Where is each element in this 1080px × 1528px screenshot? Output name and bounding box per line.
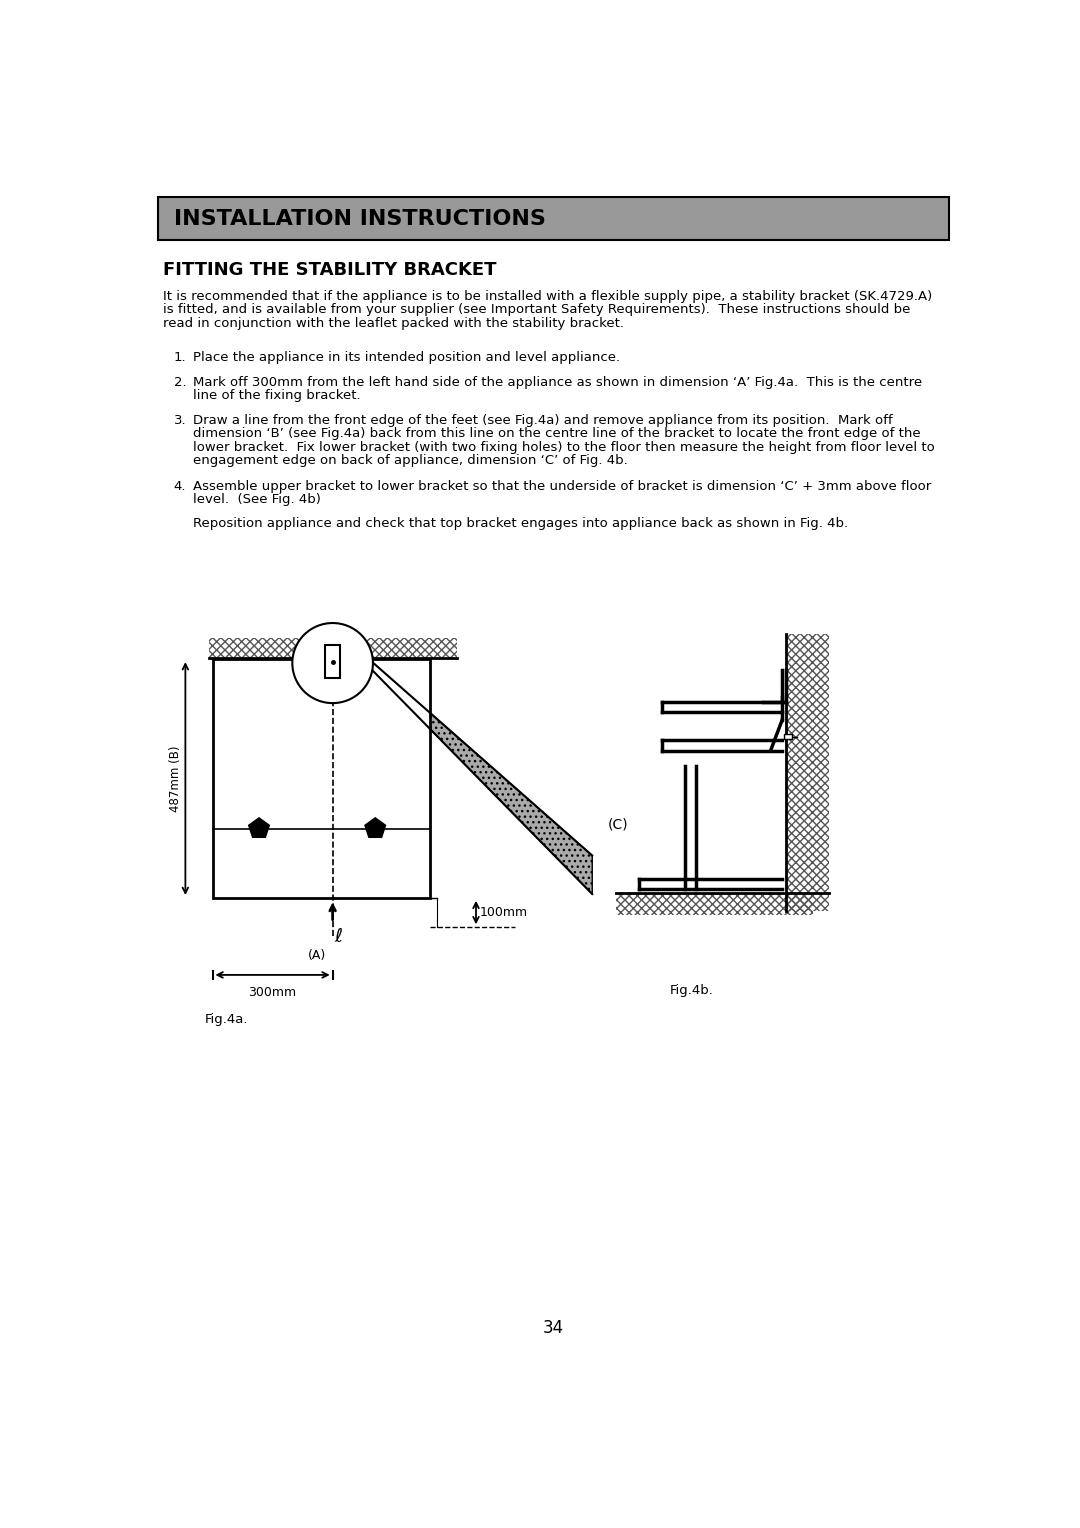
Bar — [159, 197, 948, 240]
Text: 300mm: 300mm — [248, 986, 297, 999]
Text: 1.: 1. — [174, 351, 187, 364]
Bar — [784, 733, 793, 740]
Text: Assemble upper bracket to lower bracket so that the underside of bracket is dime: Assemble upper bracket to lower bracket … — [193, 480, 931, 494]
Text: dimension ‘B’ (see Fig.4a) back from this line on the centre line of the bracket: dimension ‘B’ (see Fig.4a) back from thi… — [193, 428, 921, 440]
Polygon shape — [369, 659, 592, 894]
Text: (C): (C) — [608, 817, 629, 831]
Text: (A): (A) — [308, 949, 326, 963]
Text: Mark off 300mm from the left hand side of the appliance as shown in dimension ‘A: Mark off 300mm from the left hand side o… — [193, 376, 922, 388]
Text: Fig.4b.: Fig.4b. — [670, 984, 714, 998]
Text: It is recommended that if the appliance is to be installed with a flexible suppl: It is recommended that if the appliance … — [163, 290, 932, 303]
Text: level.  (See Fig. 4b): level. (See Fig. 4b) — [193, 494, 321, 506]
Text: 34: 34 — [543, 1319, 564, 1337]
Text: Reposition appliance and check that top bracket engages into appliance back as s: Reposition appliance and check that top … — [193, 516, 848, 530]
Text: engagement edge on back of appliance, dimension ‘C’ of Fig. 4b.: engagement edge on back of appliance, di… — [193, 454, 627, 466]
Text: is fitted, and is available from your supplier (see Important Safety Requirement: is fitted, and is available from your su… — [163, 304, 910, 316]
Text: read in conjunction with the leaflet packed with the stability bracket.: read in conjunction with the leaflet pac… — [163, 318, 624, 330]
Text: $\ell$: $\ell$ — [334, 927, 343, 946]
Text: Fig.4a.: Fig.4a. — [205, 1013, 248, 1027]
Text: 4.: 4. — [174, 480, 186, 494]
Text: 100mm: 100mm — [480, 906, 528, 918]
Text: 2.: 2. — [174, 376, 187, 388]
Text: Place the appliance in its intended position and level appliance.: Place the appliance in its intended posi… — [193, 351, 620, 364]
Text: Draw a line from the front edge of the feet (see Fig.4a) and remove appliance fr: Draw a line from the front edge of the f… — [193, 414, 893, 428]
Bar — [213, 659, 430, 898]
Text: 3.: 3. — [174, 414, 187, 428]
Bar — [325, 645, 340, 678]
Text: FITTING THE STABILITY BRACKET: FITTING THE STABILITY BRACKET — [163, 261, 497, 280]
Text: INSTALLATION INSTRUCTIONS: INSTALLATION INSTRUCTIONS — [174, 209, 545, 229]
Bar — [208, 639, 457, 657]
Circle shape — [293, 623, 373, 703]
Text: line of the fixing bracket.: line of the fixing bracket. — [193, 390, 361, 402]
Bar — [616, 894, 813, 915]
Text: lower bracket.  Fix lower bracket (with two fixing holes) to the floor then meas: lower bracket. Fix lower bracket (with t… — [193, 440, 935, 454]
Bar — [786, 634, 828, 911]
Text: 487mm (B): 487mm (B) — [168, 746, 181, 811]
